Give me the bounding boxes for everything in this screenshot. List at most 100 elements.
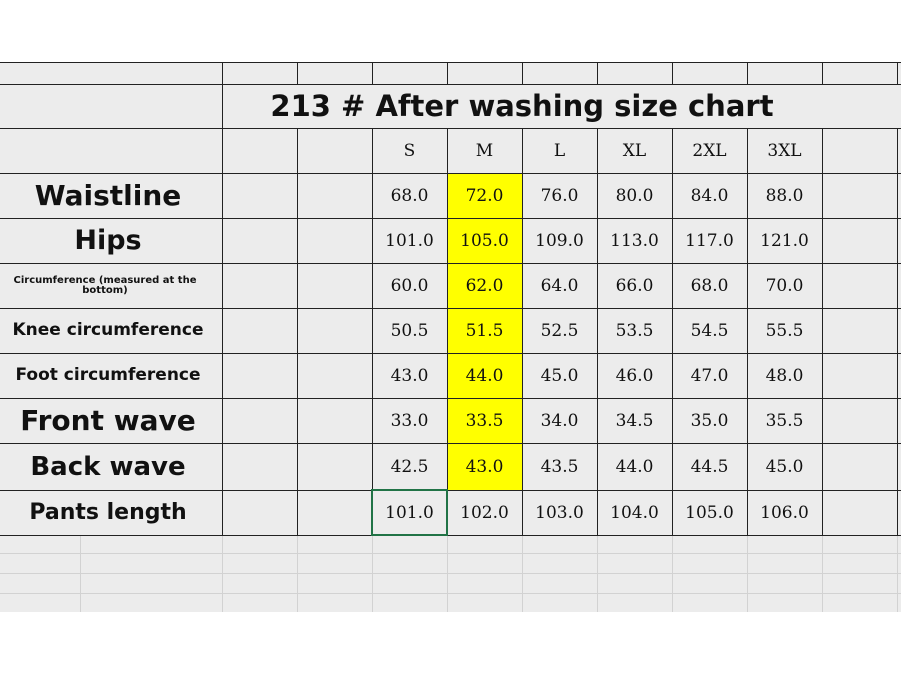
grid-line — [447, 536, 448, 612]
grid-line — [747, 62, 748, 84]
grid-line — [447, 128, 448, 535]
cell-value: 70.0 — [765, 275, 804, 296]
cell-value: 60.0 — [390, 275, 429, 296]
cell-value: 76.0 — [540, 185, 579, 206]
cell-value: 33.5 — [465, 410, 504, 431]
row-label: Back wave — [30, 451, 186, 482]
grid-line — [897, 536, 898, 612]
grid-line — [372, 536, 373, 612]
cell-value: 34.0 — [540, 410, 579, 431]
cell-value: 53.5 — [615, 320, 654, 341]
cell-value: 84.0 — [690, 185, 729, 206]
cell-value: 105.0 — [685, 502, 734, 523]
grid-line — [0, 173, 901, 174]
cell-value: 72.0 — [465, 185, 504, 206]
grid-line — [747, 536, 748, 612]
grid-line — [597, 128, 598, 535]
cell-value: 48.0 — [765, 365, 804, 386]
column-header: XL — [622, 140, 647, 161]
cell-value: 35.0 — [690, 410, 729, 431]
cell-value: 101.0 — [385, 502, 434, 523]
grid-line — [372, 128, 373, 535]
cell-value: 101.0 — [385, 230, 434, 251]
cell-value: 52.5 — [540, 320, 579, 341]
cell-value: 68.0 — [390, 185, 429, 206]
grid-line — [897, 62, 898, 84]
grid-line — [897, 128, 898, 535]
cell-value: 80.0 — [615, 185, 654, 206]
grid-line — [297, 536, 298, 612]
row-label: Front wave — [20, 403, 196, 437]
grid-line — [0, 553, 901, 554]
cell-value: 44.0 — [615, 456, 654, 477]
grid-line — [0, 308, 901, 309]
row-label: Circumference (measured at the bottom) — [13, 274, 197, 296]
grid-line — [822, 128, 823, 535]
cell-value: 68.0 — [690, 275, 729, 296]
cell-value: 103.0 — [535, 502, 584, 523]
grid-line — [222, 536, 223, 612]
grid-line — [0, 398, 901, 399]
grid-line — [672, 62, 673, 84]
grid-line — [522, 62, 523, 84]
grid-line — [0, 218, 901, 219]
cell-value: 104.0 — [610, 502, 659, 523]
grid-line — [0, 62, 901, 63]
column-header: S — [403, 140, 416, 161]
grid-line — [0, 128, 901, 129]
column-header: 2XL — [692, 140, 727, 161]
grid-line — [222, 62, 223, 84]
cell-value: 113.0 — [610, 230, 659, 251]
cell-value: 51.5 — [465, 320, 504, 341]
row-label: Foot circumference — [15, 365, 201, 385]
row-label: Pants length — [29, 499, 187, 525]
grid-line — [597, 62, 598, 84]
grid-line — [822, 62, 823, 84]
cell-value: 106.0 — [760, 502, 809, 523]
grid-line — [672, 128, 673, 535]
column-header: 3XL — [767, 140, 802, 161]
grid-line — [822, 536, 823, 612]
grid-line — [0, 593, 901, 594]
cell-value: 102.0 — [460, 502, 509, 523]
grid-line — [0, 353, 901, 354]
grid-line — [0, 443, 901, 444]
column-header: L — [553, 140, 566, 161]
sheet-title: 213 # After washing size chart — [270, 89, 774, 123]
cell-value: 66.0 — [615, 275, 654, 296]
grid-line — [522, 128, 523, 535]
highlight — [447, 173, 522, 490]
grid-line — [0, 573, 901, 574]
cell-value: 43.0 — [390, 365, 429, 386]
row-label: Waistline — [34, 178, 182, 212]
cell-value: 42.5 — [390, 456, 429, 477]
grid-line — [522, 536, 523, 612]
cell-value: 105.0 — [460, 230, 509, 251]
grid-line — [0, 263, 901, 264]
cell-value: 109.0 — [535, 230, 584, 251]
grid-line — [447, 62, 448, 84]
row-label: Knee circumference — [12, 320, 204, 340]
cell-value: 47.0 — [690, 365, 729, 386]
cell-value: 33.0 — [390, 410, 429, 431]
cell-value: 34.5 — [615, 410, 654, 431]
cell-value: 43.0 — [465, 456, 504, 477]
cell-value: 55.5 — [765, 320, 804, 341]
row-label: Hips — [74, 225, 142, 256]
cell-value: 45.0 — [540, 365, 579, 386]
grid-line — [672, 536, 673, 612]
cell-value: 44.5 — [690, 456, 729, 477]
grid-line — [222, 84, 223, 128]
cell-value: 45.0 — [765, 456, 804, 477]
grid-line — [0, 535, 901, 536]
column-header: M — [475, 140, 494, 161]
cell-value: 54.5 — [690, 320, 729, 341]
grid-line — [0, 490, 901, 491]
cell-value: 44.0 — [465, 365, 504, 386]
cell-value: 121.0 — [760, 230, 809, 251]
grid-line — [297, 128, 298, 535]
grid-line — [372, 62, 373, 84]
cell-value: 64.0 — [540, 275, 579, 296]
cell-value: 62.0 — [465, 275, 504, 296]
